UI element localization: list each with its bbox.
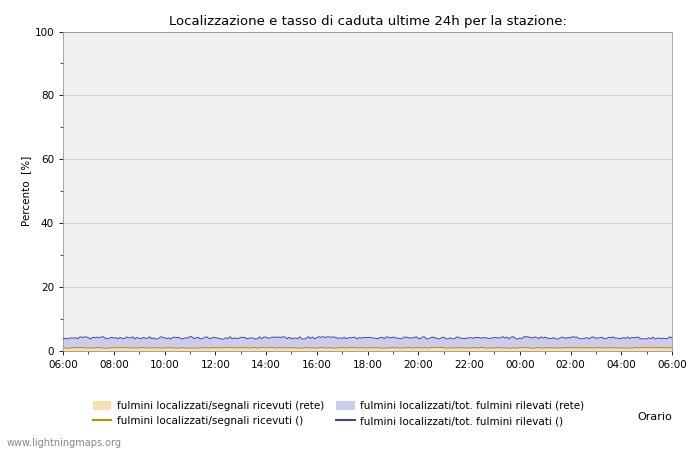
Text: Orario: Orario [637, 412, 672, 422]
Title: Localizzazione e tasso di caduta ultime 24h per la stazione:: Localizzazione e tasso di caduta ultime … [169, 14, 566, 27]
Text: www.lightningmaps.org: www.lightningmaps.org [7, 438, 122, 448]
Y-axis label: Percento  [%]: Percento [%] [22, 156, 32, 226]
Legend: fulmini localizzati/segnali ricevuti (rete), fulmini localizzati/segnali ricevut: fulmini localizzati/segnali ricevuti (re… [92, 401, 584, 426]
